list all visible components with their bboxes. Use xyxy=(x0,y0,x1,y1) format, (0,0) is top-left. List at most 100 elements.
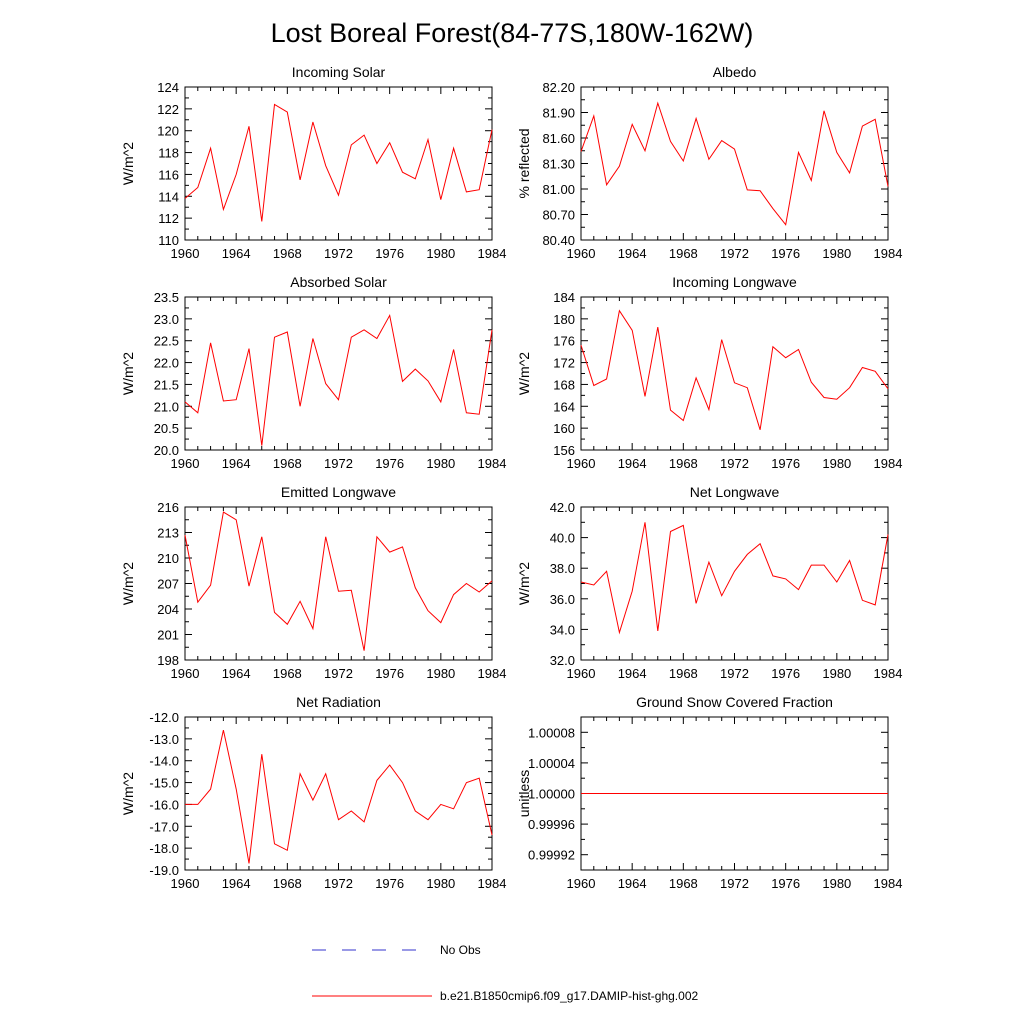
chart-panel: Net Longwave W/m^2 1960 1964 1968 1972 1976 198… xyxy=(516,484,902,681)
x-tick-label: 1960 xyxy=(171,246,200,261)
y-tick-label: 116 xyxy=(158,167,179,182)
y-tick-label: 21.0 xyxy=(154,399,179,414)
y-tick-label: -18.0 xyxy=(149,841,179,856)
plot-frame xyxy=(184,296,493,451)
legend-obs-label: No Obs xyxy=(440,943,481,957)
x-tick-label: 1964 xyxy=(618,876,647,891)
panel-title: Net Longwave xyxy=(690,484,780,500)
y-tick-label: 1.00008 xyxy=(528,725,575,740)
x-tick-label: 1976 xyxy=(375,246,404,261)
x-tick-label: 1980 xyxy=(822,876,851,891)
panel-title: Incoming Longwave xyxy=(672,274,797,290)
x-tick-label: 1964 xyxy=(222,246,251,261)
y-tick-label: 20.0 xyxy=(154,443,179,458)
x-tick-label: 1980 xyxy=(426,876,455,891)
chart-panel: Net Radiation W/m^2 1960 1964 1968 1972 1976 19… xyxy=(120,694,506,891)
series-line xyxy=(184,511,493,651)
x-tick-label: 1972 xyxy=(324,876,353,891)
chart-panel: Incoming Solar W/m^2 1960 1964 1968 1972 1976 1… xyxy=(120,64,506,261)
y-tick-label: 21.5 xyxy=(154,377,179,392)
x-tick-label: 1984 xyxy=(874,876,903,891)
y-tick-label: 23.5 xyxy=(154,290,179,305)
plot-frame xyxy=(580,506,889,661)
y-tick-label: -14.0 xyxy=(149,754,179,769)
y-tick-label: 184 xyxy=(553,290,575,305)
y-axis-label: % reflected xyxy=(516,128,532,198)
plot-frame xyxy=(184,506,493,661)
y-tick-label: 216 xyxy=(157,500,179,515)
y-tick-label: 124 xyxy=(157,80,179,95)
x-tick-label: 1964 xyxy=(618,666,647,681)
y-axis-label: W/m^2 xyxy=(120,562,136,605)
series-line xyxy=(580,309,889,430)
plot-frame xyxy=(184,86,493,241)
x-tick-label: 1976 xyxy=(375,456,404,471)
panels-group: Incoming Solar W/m^2 1960 1964 1968 1972 1976 1… xyxy=(120,64,902,891)
series-line xyxy=(185,729,493,864)
x-tick-label: 1960 xyxy=(567,456,596,471)
x-tick-label: 1984 xyxy=(478,456,507,471)
y-tick-label: 34.0 xyxy=(550,622,575,637)
legend-model-label: b.e21.B1850cmip6.f09_g17.DAMIP-hist-ghg.… xyxy=(440,989,698,1003)
x-tick-label: 1964 xyxy=(618,246,647,261)
panel-title: Net Radiation xyxy=(296,694,381,710)
y-tick-label: 118 xyxy=(158,146,179,161)
y-tick-label: 80.40 xyxy=(542,233,575,248)
y-axis-label: W/m^2 xyxy=(516,352,532,395)
x-tick-label: 1984 xyxy=(478,666,507,681)
y-tick-label: 112 xyxy=(158,211,179,226)
y-tick-label: 0.99996 xyxy=(528,817,575,832)
x-tick-label: 1960 xyxy=(171,876,200,891)
y-tick-label: 22.5 xyxy=(154,334,179,349)
x-tick-label: 1968 xyxy=(273,246,302,261)
y-tick-label: 172 xyxy=(553,356,575,371)
x-tick-label: 1980 xyxy=(822,456,851,471)
x-tick-label: 1984 xyxy=(874,666,903,681)
y-tick-label: 36.0 xyxy=(550,592,575,607)
x-tick-label: 1960 xyxy=(171,666,200,681)
y-tick-label: 198 xyxy=(157,653,179,668)
y-tick-label: 213 xyxy=(157,526,179,541)
x-tick-label: 1984 xyxy=(478,246,507,261)
y-tick-label: 210 xyxy=(157,551,179,566)
panel-title: Emitted Longwave xyxy=(281,484,396,500)
x-tick-label: 1968 xyxy=(669,876,698,891)
y-tick-label: -13.0 xyxy=(149,732,179,747)
x-tick-label: 1976 xyxy=(375,876,404,891)
x-tick-label: 1980 xyxy=(426,456,455,471)
x-tick-label: 1972 xyxy=(324,456,353,471)
chart-panel: Emitted Longwave W/m^2 1960 1964 1968 1972 197… xyxy=(120,484,506,681)
y-tick-label: 164 xyxy=(553,399,575,414)
y-tick-label: 81.60 xyxy=(542,131,575,146)
y-tick-label: 81.30 xyxy=(542,157,575,172)
x-tick-label: 1968 xyxy=(669,456,698,471)
x-tick-label: 1972 xyxy=(720,666,749,681)
y-tick-label: 207 xyxy=(157,577,179,592)
series-line xyxy=(184,313,493,446)
chart-panel: Albedo % reflected 1960 1964 1968 1972 1976 198… xyxy=(516,64,902,261)
y-tick-label: 0.99992 xyxy=(528,848,575,863)
y-axis-label: W/m^2 xyxy=(516,562,532,605)
x-tick-label: 1968 xyxy=(273,666,302,681)
y-tick-label: 122 xyxy=(157,102,179,117)
main-title: Lost Boreal Forest(84-77S,180W-162W) xyxy=(271,18,754,48)
y-tick-label: 201 xyxy=(157,628,179,643)
x-tick-label: 1960 xyxy=(567,246,596,261)
y-tick-label: 40.0 xyxy=(550,531,575,546)
y-tick-label: 20.5 xyxy=(154,421,179,436)
x-tick-label: 1980 xyxy=(822,666,851,681)
x-tick-label: 1984 xyxy=(874,456,903,471)
y-tick-label: 81.90 xyxy=(542,106,575,121)
legend: No Obs b.e21.B1850cmip6.f09_g17.DAMIP-hi… xyxy=(312,943,698,1003)
y-tick-label: 156 xyxy=(553,443,575,458)
x-tick-label: 1968 xyxy=(273,876,302,891)
x-tick-label: 1980 xyxy=(426,666,455,681)
x-tick-label: 1960 xyxy=(171,456,200,471)
x-tick-label: 1968 xyxy=(669,246,698,261)
series-line xyxy=(580,101,889,226)
y-tick-label: 23.0 xyxy=(154,312,179,327)
y-axis-label: W/m^2 xyxy=(120,142,136,185)
x-tick-label: 1972 xyxy=(720,876,749,891)
panel-title: Albedo xyxy=(713,64,757,80)
y-tick-label: -17.0 xyxy=(149,819,179,834)
